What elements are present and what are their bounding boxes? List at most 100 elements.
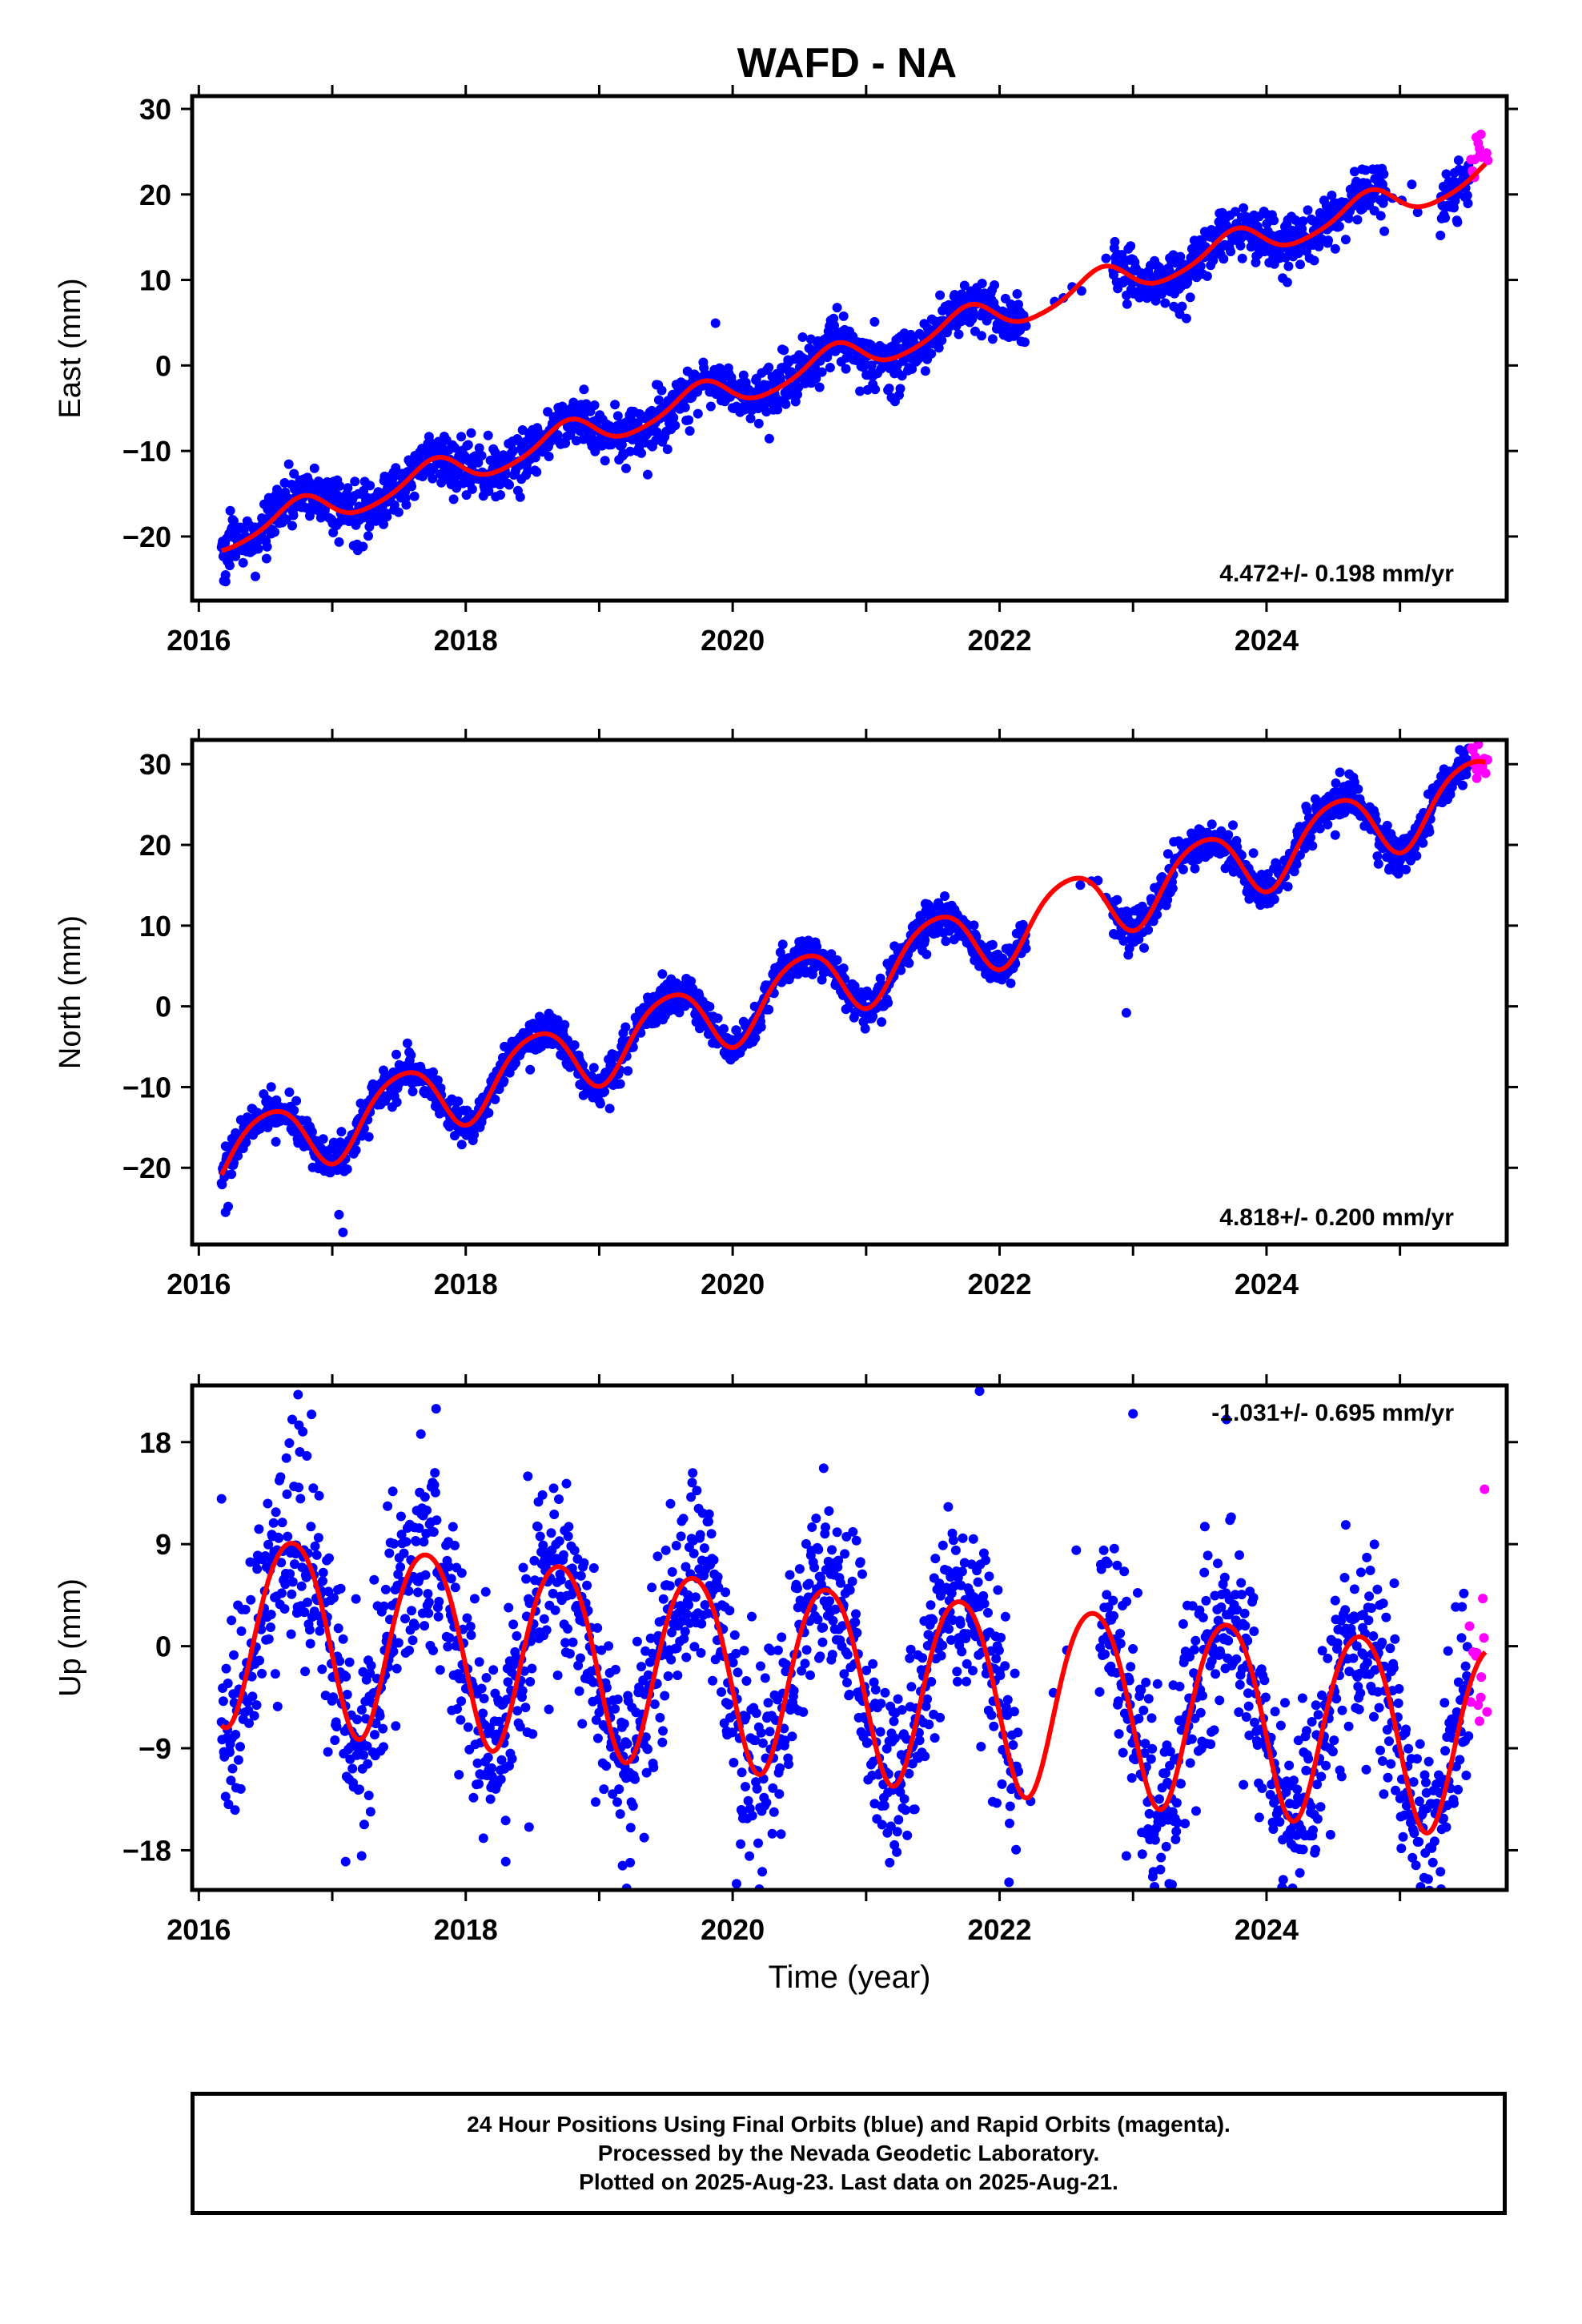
east-final-point <box>832 303 842 313</box>
north-final-point <box>764 1004 774 1015</box>
y-tick-label: 30 <box>139 748 171 781</box>
east-final-point <box>907 364 917 374</box>
up-final-point <box>246 1594 256 1605</box>
up-final-point <box>323 1747 333 1757</box>
north-final-point <box>291 1096 302 1106</box>
up-final-point <box>307 1409 317 1420</box>
up-final-point <box>314 1490 324 1501</box>
up-final-point <box>739 1646 749 1656</box>
north-axis-label: North (mm) <box>54 915 87 1069</box>
east-final-point <box>1021 321 1031 331</box>
east-final-point <box>643 469 652 480</box>
up-final-point <box>632 1636 642 1647</box>
up-final-point <box>655 1712 665 1723</box>
east-final-point <box>1323 235 1333 246</box>
up-final-point <box>310 1541 320 1551</box>
east-final-point <box>1101 253 1111 263</box>
north-final-point <box>1167 883 1178 894</box>
east-final-point <box>504 480 514 490</box>
east-final-point <box>987 334 998 344</box>
up-final-point <box>704 1509 714 1519</box>
up-final-point <box>481 1673 492 1683</box>
up-final-point <box>729 1758 739 1767</box>
up-final-point <box>717 1687 726 1697</box>
up-final-point <box>254 1524 264 1534</box>
up-final-point <box>706 1529 717 1539</box>
east-final-point <box>262 541 272 552</box>
up-final-point <box>665 1498 676 1509</box>
up-final-point <box>777 1632 787 1642</box>
up-final-point <box>699 1543 709 1554</box>
east-final-point <box>400 493 411 503</box>
north-final-point <box>987 939 998 950</box>
east-final-point <box>714 363 725 373</box>
up-final-point <box>709 1554 719 1565</box>
up-final-point <box>731 1648 741 1659</box>
east-final-point <box>662 444 673 454</box>
up-final-point <box>456 1568 467 1578</box>
up-final-point <box>263 1498 273 1509</box>
east-final-point <box>474 443 484 453</box>
east-final-point <box>811 373 821 384</box>
up-final-point <box>252 1564 263 1574</box>
up-final-point <box>469 1594 480 1604</box>
east-final-point <box>1280 252 1291 263</box>
east-final-point <box>1122 299 1132 309</box>
up-final-point <box>413 1587 423 1598</box>
north-rate-label: 4.818+/- 0.200 mm/yr <box>1219 1204 1454 1231</box>
up-final-point <box>233 1755 243 1765</box>
north-final-point <box>318 1134 328 1144</box>
east-final-point <box>710 318 721 328</box>
up-final-point <box>774 1789 785 1799</box>
up-final-point <box>287 1577 298 1587</box>
up-final-point <box>732 1879 741 1889</box>
north-final-point <box>1458 780 1468 790</box>
east-final-point <box>1375 211 1386 221</box>
up-final-point <box>776 1829 786 1839</box>
up-final-point <box>423 1589 433 1599</box>
east-final-point <box>1126 241 1136 251</box>
east-final-point <box>393 507 404 517</box>
north-final-point <box>1411 850 1422 861</box>
up-final-point <box>283 1531 293 1542</box>
north-final-point <box>432 1075 443 1085</box>
east-final-point <box>589 400 600 410</box>
east-final-point <box>935 290 946 300</box>
east-final-point <box>1020 337 1030 348</box>
up-final-point <box>247 1691 258 1702</box>
east-outlier-point <box>1181 313 1191 324</box>
north-final-point <box>843 1003 853 1013</box>
east-final-point <box>612 411 623 421</box>
up-final-point <box>420 1492 430 1502</box>
up-final-point <box>763 1698 773 1708</box>
east-rapid-point <box>1475 143 1485 154</box>
up-final-point <box>294 1482 304 1493</box>
north-final-point <box>271 1136 281 1147</box>
north-final-point <box>1162 849 1173 859</box>
up-final-point <box>450 1582 460 1593</box>
up-final-point <box>419 1537 429 1547</box>
up-final-point <box>274 1533 284 1543</box>
north-final-point <box>1401 864 1411 875</box>
east-final-point <box>866 360 877 371</box>
east-final-point <box>409 491 420 501</box>
up-final-point <box>270 1669 280 1679</box>
east-final-point <box>358 541 368 552</box>
east-final-point <box>476 451 487 460</box>
up-final-point <box>338 1634 348 1644</box>
up-final-point <box>524 1822 534 1832</box>
east-final-point <box>224 561 235 571</box>
east-final-point <box>544 452 554 461</box>
east-final-point <box>1462 191 1472 200</box>
up-final-point <box>251 1700 262 1711</box>
up-final-point <box>671 1541 681 1550</box>
up-final-point <box>636 1662 646 1672</box>
north-final-point <box>436 1083 446 1093</box>
east-final-point <box>745 413 756 424</box>
east-final-point <box>1303 205 1313 215</box>
east-final-point <box>684 415 694 425</box>
up-final-point <box>517 1686 528 1696</box>
north-final-point <box>777 939 788 950</box>
north-final-point <box>511 1058 520 1068</box>
north-final-point <box>284 1087 295 1097</box>
